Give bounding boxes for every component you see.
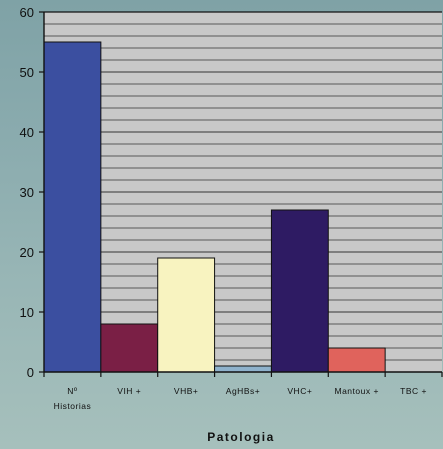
bar — [157, 257, 216, 373]
x-axis-title: Patologia — [207, 430, 275, 444]
x-tick-label: AgHBs+ — [226, 386, 260, 396]
bar — [100, 323, 159, 373]
y-tick-label: 20 — [20, 245, 34, 260]
bars — [43, 41, 386, 373]
x-tick-labels: Nº Historias VIH + VHB+ AgHBs+ VHC+ Mantoux + T… — [54, 386, 427, 411]
x-tick-label: VHC+ — [287, 386, 312, 396]
y-tick-label: 0 — [27, 365, 34, 380]
bar — [270, 209, 329, 373]
x-tick-label: Historias — [54, 401, 92, 411]
x-tick-label: TBC + — [400, 386, 427, 396]
axes — [39, 11, 443, 377]
x-tick-label: Mantoux + — [334, 386, 378, 396]
y-tick-label: 60 — [20, 5, 34, 20]
y-tick-label: 30 — [20, 185, 34, 200]
y-tick-label: 40 — [20, 125, 34, 140]
y-tick-label: 50 — [20, 65, 34, 80]
bar — [327, 347, 386, 373]
x-tick-label: VHB+ — [174, 386, 198, 396]
x-tick-label: VIH + — [117, 386, 141, 396]
y-tick-label: 10 — [20, 305, 34, 320]
x-tick-label: Nº — [67, 386, 77, 396]
y-tick-labels: 0 10 20 30 40 50 60 — [20, 5, 34, 380]
bar — [214, 365, 272, 373]
bar — [43, 41, 102, 373]
